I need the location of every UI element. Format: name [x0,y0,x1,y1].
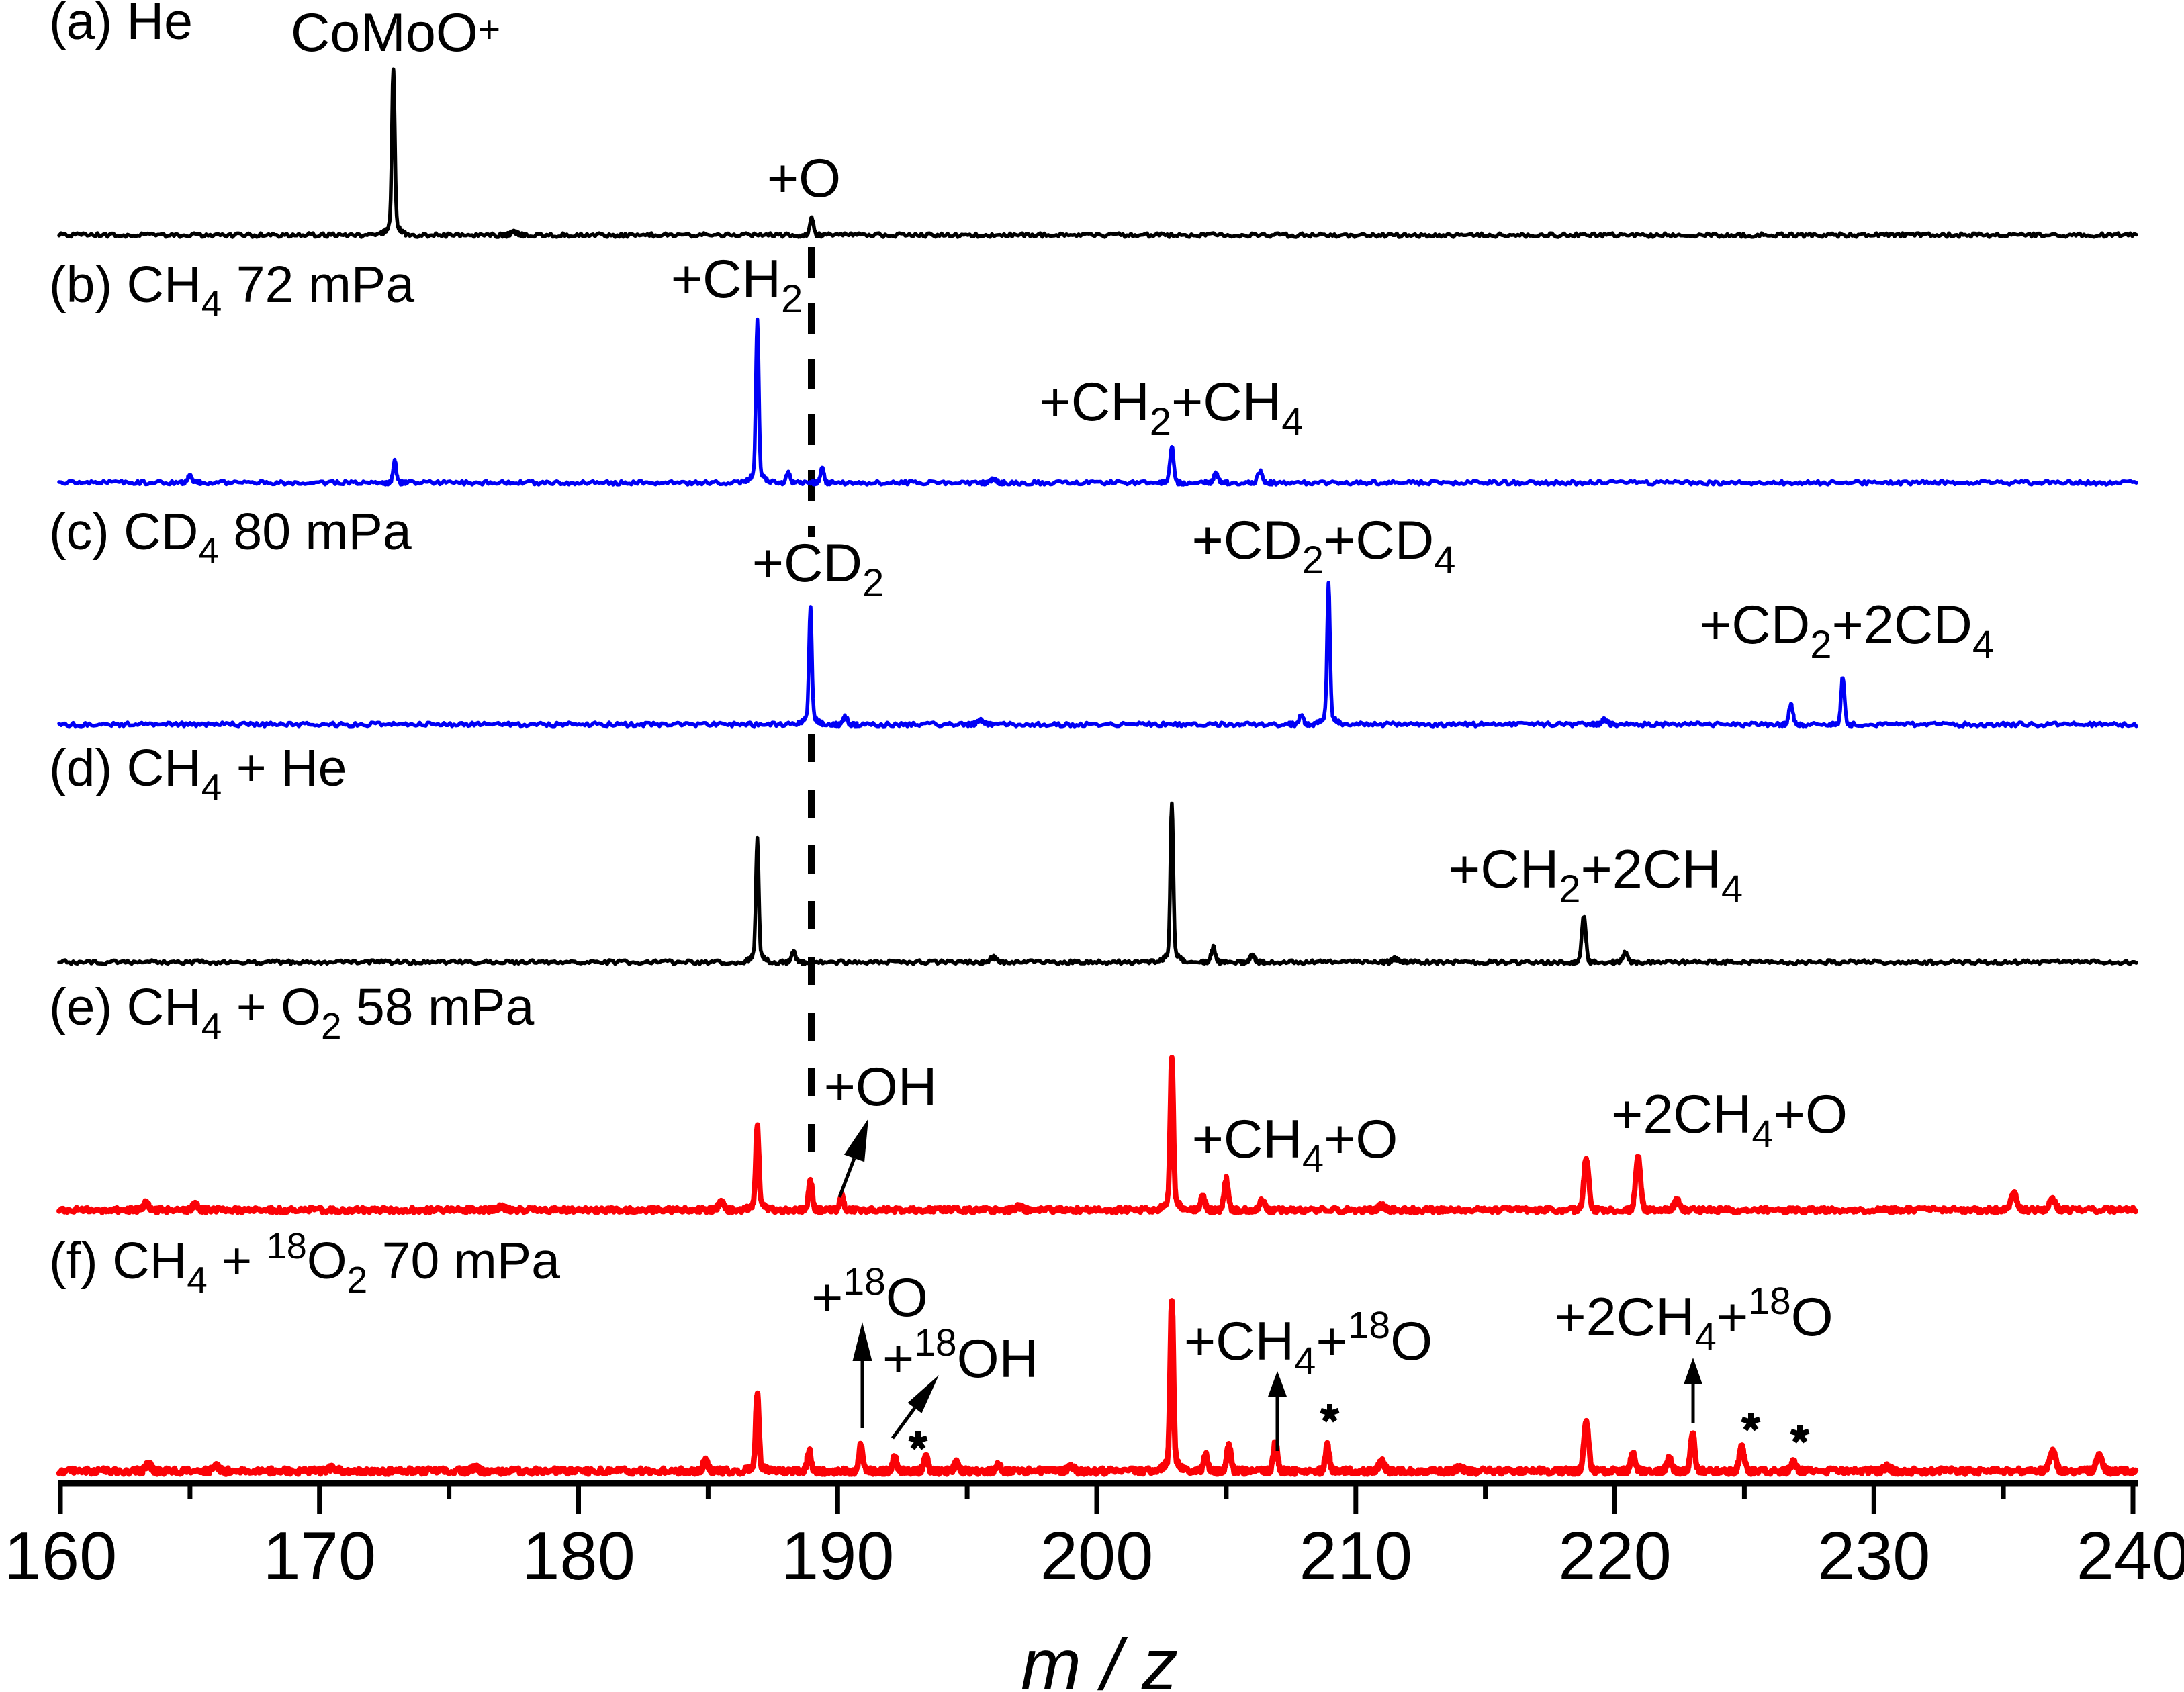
svg-text:+CH2: +CH2 [671,249,803,321]
svg-text:220: 220 [1558,1519,1672,1594]
svg-text:+CH2+2CH4: +CH2+2CH4 [1449,839,1743,911]
svg-text:170: 170 [263,1519,377,1594]
svg-text:CoMoO+: CoMoO+ [291,3,500,63]
svg-text:+18OH: +18OH [882,1321,1038,1389]
svg-text:+2CH4+18O: +2CH4+18O [1554,1280,1833,1359]
svg-text:(c) CD4 80 mPa: (c) CD4 80 mPa [49,503,412,571]
svg-text:160: 160 [4,1519,118,1594]
svg-text:+CH4+18O: +CH4+18O [1184,1304,1432,1383]
svg-text:m / z: m / z [1021,1624,1178,1692]
svg-text:200: 200 [1040,1519,1154,1594]
svg-text:+CH4+O: +CH4+O [1192,1109,1398,1181]
svg-text:+CH2+CH4: +CH2+CH4 [1039,372,1303,444]
svg-text:+OH: +OH [824,1057,938,1117]
svg-text:+CD2: +CD2 [752,533,884,605]
svg-text:+CD2+2CD4: +CD2+2CD4 [1700,595,1994,667]
svg-text:+2CH4+O: +2CH4+O [1611,1084,1848,1156]
svg-text:+CD2+CD4: +CD2+CD4 [1191,510,1455,582]
svg-text:230: 230 [1817,1519,1931,1594]
svg-text:180: 180 [522,1519,635,1594]
svg-text:+O: +O [767,148,841,209]
svg-text:(e) CH4 + O2 58 mPa: (e) CH4 + O2 58 mPa [49,978,534,1047]
svg-text:(b) CH4 72 mPa: (b) CH4 72 mPa [49,256,414,324]
svg-text:210: 210 [1300,1519,1413,1594]
svg-text:240: 240 [2077,1519,2184,1594]
svg-text:(a) He: (a) He [49,0,193,50]
svg-text:(d) CH4 + He: (d) CH4 + He [49,739,347,808]
svg-text:190: 190 [781,1519,895,1594]
